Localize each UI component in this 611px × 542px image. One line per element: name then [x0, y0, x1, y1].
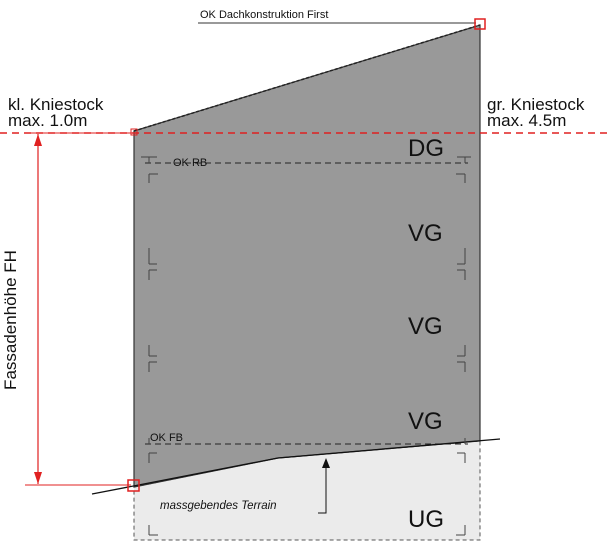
- ridge-point-marker: [474, 18, 486, 30]
- kniestock-point-marker: [130, 128, 138, 136]
- right-kniestock-line2: max. 4.5m: [487, 111, 566, 130]
- terrain-callout-arrow: [322, 458, 330, 468]
- left-kniestock-line2: max. 1.0m: [8, 111, 87, 130]
- left-kniestock-line1: kl. Kniestock: [8, 95, 104, 114]
- terrain-line: [91, 438, 501, 495]
- floor-vg-label-3: VG: [408, 408, 443, 435]
- floor-ug-label: UG: [408, 506, 444, 533]
- floor-dg-label: DG: [408, 135, 444, 162]
- terrain-callout-line: [318, 466, 327, 514]
- ok-rb-label: OK RB: [173, 157, 207, 169]
- ridge-label: OK Dachkonstruktion First: [200, 9, 328, 21]
- fh-arrow-top: [34, 134, 42, 146]
- roof-line: [133, 24, 481, 132]
- floor-vg-label-1: VG: [408, 220, 443, 247]
- terrain-label: massgebendes Terrain: [160, 500, 277, 512]
- floor-vg-label-2: VG: [408, 313, 443, 340]
- fassadenhoehe-label: Fassadenhöhe FH: [1, 250, 20, 390]
- fh-arrow-bottom: [34, 472, 42, 484]
- wall-marks: [141, 156, 471, 536]
- right-kniestock-line1: gr. Kniestock: [487, 95, 585, 114]
- ok-fb-label: OK FB: [150, 432, 183, 444]
